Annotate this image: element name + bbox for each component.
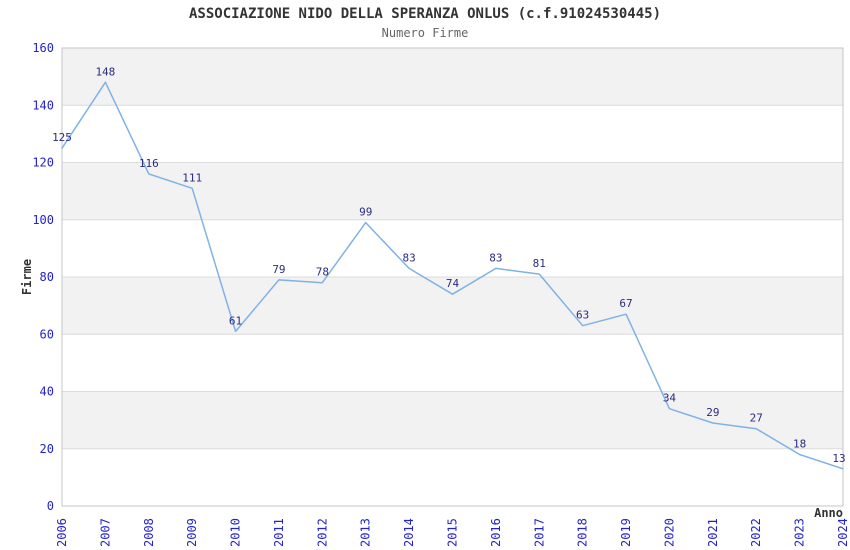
data-point-label: 27 <box>750 412 763 425</box>
chart-title: ASSOCIAZIONE NIDO DELLA SPERANZA ONLUS (… <box>188 6 661 22</box>
plot-band <box>62 48 843 106</box>
x-tick-label: 2006 <box>55 518 69 547</box>
x-tick-label: 2012 <box>315 518 329 547</box>
data-point-label: 116 <box>139 157 159 170</box>
data-point-label: 99 <box>359 206 372 219</box>
y-tick-label: 60 <box>40 327 54 341</box>
data-point-label: 83 <box>489 251 502 264</box>
y-tick-label: 40 <box>40 385 54 399</box>
x-tick-label: 2016 <box>489 518 503 547</box>
x-tick-label: 2020 <box>662 518 676 547</box>
x-tick-label: 2009 <box>185 518 199 547</box>
x-tick-label: 2022 <box>749 518 763 547</box>
x-tick-label: 2015 <box>446 518 460 547</box>
y-axis-title: Firme <box>20 259 34 295</box>
x-tick-label: 2017 <box>532 518 546 547</box>
data-point-label: 63 <box>576 309 589 322</box>
data-point-label: 111 <box>182 171 202 184</box>
x-tick-label: 2008 <box>142 518 156 547</box>
x-tick-label: 2010 <box>229 518 243 547</box>
plot-border <box>61 47 844 507</box>
data-point-label: 125 <box>52 131 72 144</box>
data-point-label: 61 <box>229 314 242 327</box>
x-tick-label: 2013 <box>359 518 373 547</box>
plot-band <box>62 162 843 220</box>
data-point-label: 18 <box>793 437 806 450</box>
data-point-label: 148 <box>95 65 115 78</box>
y-tick-label: 100 <box>32 213 54 227</box>
data-point-label: 79 <box>272 263 285 276</box>
x-tick-label: 2019 <box>619 518 633 547</box>
x-tick-label: 2007 <box>98 518 112 547</box>
data-point-label: 34 <box>663 392 677 405</box>
data-point-label: 67 <box>619 297 632 310</box>
y-tick-label: 0 <box>47 499 54 513</box>
y-tick-label: 140 <box>32 98 54 112</box>
series-line <box>61 81 844 470</box>
y-tick-label: 80 <box>40 270 54 284</box>
x-tick-label: 2011 <box>272 518 286 547</box>
x-tick-label: 2014 <box>402 518 416 547</box>
data-point-label: 74 <box>446 277 460 290</box>
y-tick-label: 160 <box>32 41 54 55</box>
data-point-label: 13 <box>832 452 845 465</box>
data-point-label: 83 <box>402 251 415 264</box>
plot-band <box>62 277 843 335</box>
y-tick-label: 120 <box>32 156 54 170</box>
chart-subtitle: Numero Firme <box>381 26 469 40</box>
data-point-label: 78 <box>316 266 329 279</box>
x-tick-label: 2023 <box>793 518 807 547</box>
x-tick-label: 2018 <box>576 518 590 547</box>
x-axis-title: Anno <box>814 506 843 520</box>
data-point-label: 81 <box>533 257 546 270</box>
x-tick-label: 2024 <box>836 518 850 547</box>
x-tick-label: 2021 <box>706 518 720 547</box>
y-tick-label: 20 <box>40 442 54 456</box>
plot-band <box>62 391 843 449</box>
data-point-label: 29 <box>706 406 719 419</box>
